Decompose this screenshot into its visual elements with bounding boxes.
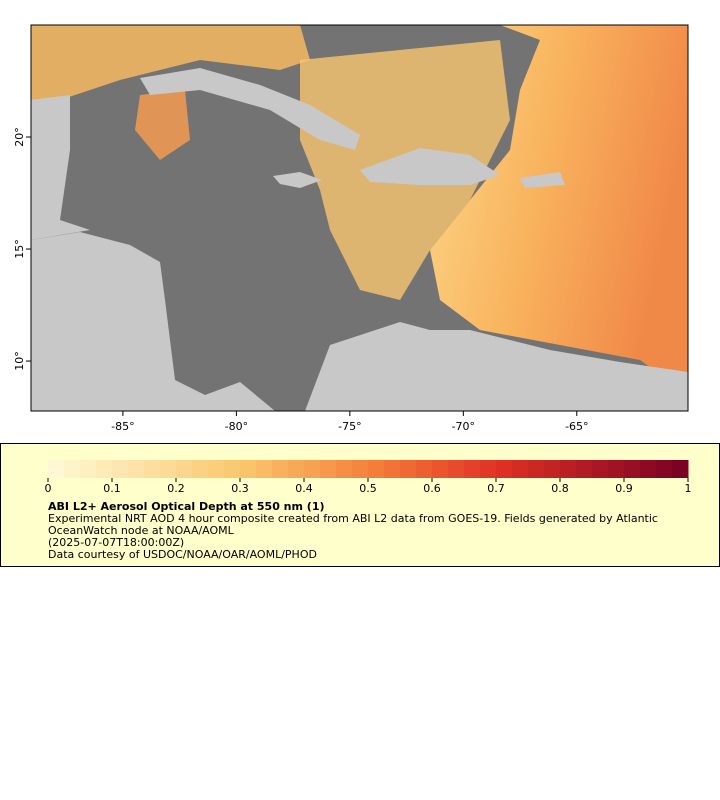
colorbar-segment	[352, 460, 369, 478]
colorbar-segment	[400, 460, 417, 478]
colorbar-segment	[640, 460, 657, 478]
colorbar-segment	[176, 460, 193, 478]
colorbar-segment	[96, 460, 113, 478]
aerosol-area	[135, 90, 190, 160]
aerosol-area	[31, 25, 310, 100]
colorbar-segment	[512, 460, 529, 478]
colorbar-segment	[672, 460, 689, 478]
y-tick-label: 10°	[13, 351, 26, 371]
colorbar: 0 0.1 0.2 0.3 0.4 0.5 0.6 0.7 0.8 0.9 1	[45, 460, 692, 495]
colorbar-segment	[288, 460, 305, 478]
legend-title: ABI L2+ Aerosol Optical Depth at 550 nm …	[48, 500, 325, 513]
land	[31, 95, 90, 240]
map-frame	[30, 24, 689, 412]
colorbar-segment	[656, 460, 673, 478]
legend-line: OceanWatch node at NOAA/AOML	[48, 524, 235, 537]
colorbar-tick-label: 0.6	[423, 482, 441, 495]
x-tick-label: -65°	[565, 420, 588, 433]
colorbar-segment	[48, 460, 65, 478]
colorbar-segment	[128, 460, 145, 478]
colorbar-segment	[624, 460, 641, 478]
land	[273, 172, 322, 188]
colorbar-segment	[464, 460, 481, 478]
colorbar-tick-label: 0.2	[167, 482, 185, 495]
colorbar-tick-label: 0.5	[359, 482, 377, 495]
colorbar-segment	[144, 460, 161, 478]
x-tick-label: -80°	[225, 420, 248, 433]
y-tick-label: 15°	[13, 239, 26, 259]
colorbar-tick-label: 0.4	[295, 482, 313, 495]
colorbar-segment	[384, 460, 401, 478]
colorbar-segment	[416, 460, 433, 478]
colorbar-segment	[256, 460, 273, 478]
colorbar-tick-label: 0.1	[103, 482, 121, 495]
legend-line: Experimental NRT AOD 4 hour composite cr…	[48, 512, 658, 525]
map	[30, 24, 689, 412]
land	[305, 322, 688, 411]
colorbar-segment	[304, 460, 321, 478]
x-tick-label: -70°	[452, 420, 475, 433]
colorbar-segment	[336, 460, 353, 478]
colorbar-segment	[240, 460, 257, 478]
colorbar-segment	[224, 460, 241, 478]
legend-line: Data courtesy of USDOC/NOAA/OAR/AOML/PHO…	[48, 548, 317, 561]
colorbar-tick-label: 0.3	[231, 482, 249, 495]
colorbar-segment	[112, 460, 129, 478]
colorbar-tick-label: 1	[685, 482, 692, 495]
colorbar-segment	[368, 460, 385, 478]
land	[520, 172, 565, 188]
y-tick-label: 20°	[13, 127, 26, 147]
legend-line: (2025-07-07T18:00:00Z)	[48, 536, 184, 549]
colorbar-segment	[160, 460, 177, 478]
colorbar-segment	[208, 460, 225, 478]
colorbar-segment	[528, 460, 545, 478]
colorbar-segment	[560, 460, 577, 478]
colorbar-tick-label: 0	[45, 482, 52, 495]
colorbar-segment	[64, 460, 81, 478]
colorbar-segment	[480, 460, 497, 478]
aerosol-area	[430, 25, 688, 395]
land	[31, 232, 275, 411]
colorbar-segment	[544, 460, 561, 478]
colorbar-segment	[608, 460, 625, 478]
land	[360, 148, 500, 185]
colorbar-tick-label: 0.7	[487, 482, 505, 495]
colorbar-segment	[320, 460, 337, 478]
x-tick-label: -75°	[338, 420, 361, 433]
colorbar-segment	[80, 460, 97, 478]
colorbar-segment	[592, 460, 609, 478]
colorbar-tick-label: 0.8	[551, 482, 569, 495]
colorbar-segment	[576, 460, 593, 478]
x-tick-label: -85°	[111, 420, 134, 433]
colorbar-segment	[448, 460, 465, 478]
colorbar-tick-label: 0.9	[615, 482, 633, 495]
colorbar-segment	[272, 460, 289, 478]
colorbar-segment	[496, 460, 513, 478]
land	[140, 68, 360, 150]
colorbar-segment	[432, 460, 449, 478]
colorbar-segment	[192, 460, 209, 478]
